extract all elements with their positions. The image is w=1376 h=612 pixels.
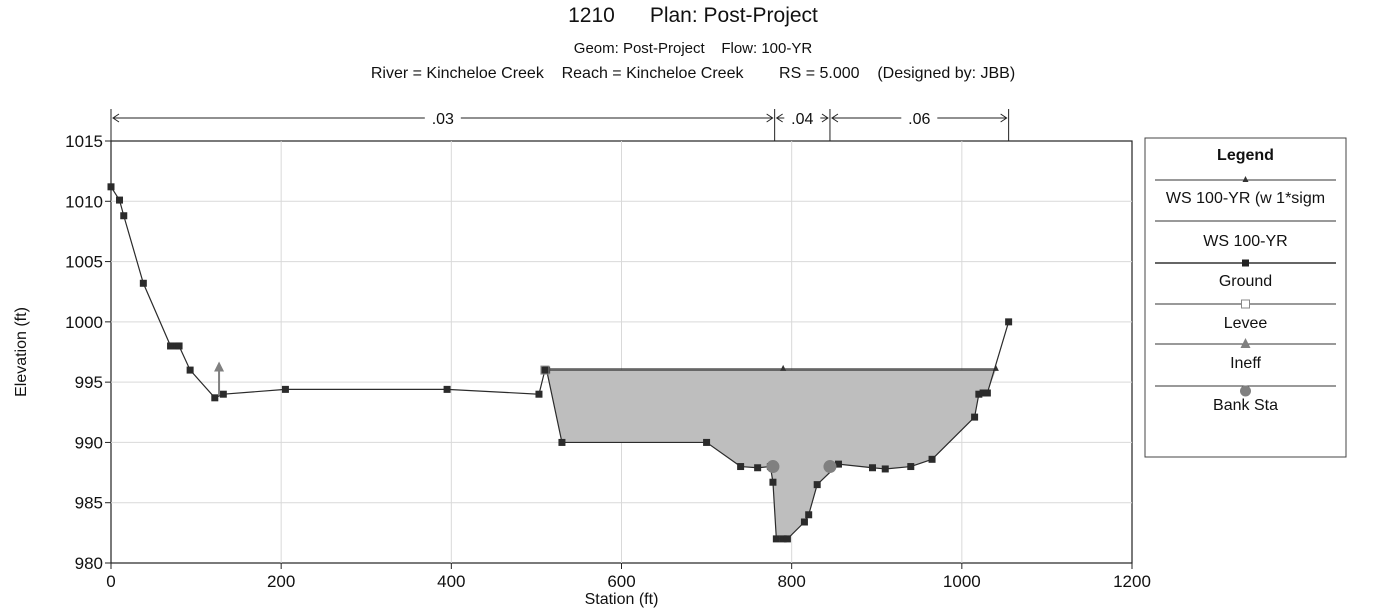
ground-point [868,464,876,472]
levee-marker [540,365,550,375]
ground-point [834,460,842,468]
ground-point [139,279,147,287]
manning-arrowhead [1000,113,1008,123]
bank-sta-marker [766,460,780,474]
x-tick-label: 400 [437,572,465,591]
ws-triangle-marker [780,364,787,371]
y-tick-label: 980 [75,554,103,573]
y-tick-label: 990 [75,433,103,452]
legend-ground-marker [1242,259,1249,267]
ground-point [800,518,808,526]
legend-label: WS 100-YR [1203,233,1287,250]
legend-label: Ground [1219,273,1272,290]
ground-point [769,478,777,486]
manning-n-label: .04 [791,111,813,128]
y-axis-label: Elevation (ft) [13,307,30,397]
ground-point [443,385,451,393]
y-tick-label: 985 [75,494,103,513]
ground-point [219,390,227,398]
ground-point [754,464,762,472]
manning-arrowhead [766,113,774,123]
ground-point [779,535,787,543]
ground-point [813,481,821,489]
legend-box [1144,137,1347,458]
ground-point [535,390,543,398]
ineff-marker [214,361,225,372]
legend-label: Ineff [1230,355,1261,372]
x-tick-label: 1200 [1113,572,1151,591]
legend-ws-sigma-marker [1242,176,1249,182]
legend-label: Bank Sta [1213,397,1278,414]
y-tick-label: 1015 [65,132,103,151]
y-tick-label: 1000 [65,313,103,332]
ground-point [558,438,566,446]
x-tick-label: 800 [777,572,805,591]
bank-sta-marker [823,460,837,474]
chart-subtitle-river: River = Kincheloe Creek Reach = Kinchelo… [370,65,1016,82]
ground-point [703,438,711,446]
ground-point [281,385,289,393]
y-tick-label: 1005 [65,253,103,272]
ground-point [211,394,219,402]
x-tick-label: 600 [607,572,635,591]
x-tick-label: 200 [267,572,295,591]
ground-point [186,366,194,374]
x-axis-label: Station (ft) [585,591,659,608]
water-area [544,370,996,539]
ground-point [983,389,991,397]
ground-point [979,389,987,397]
ground-point [907,463,915,471]
ground-point [881,465,889,473]
ground-point [116,196,124,204]
y-tick-label: 1010 [65,192,103,211]
ground-point [107,183,115,191]
ground-point [175,342,183,350]
manning-n-label: .06 [908,111,930,128]
legend-title: Legend [1217,147,1274,164]
legend-bank-marker [1240,385,1251,397]
ground-point [543,366,551,374]
ground-point [1005,318,1013,326]
legend-label: Levee [1224,315,1268,332]
chart-title: 1210 Plan: Post-Project [568,4,818,27]
legend-label: WS 100-YR (w 1*sigm [1166,190,1325,207]
ground-point [772,535,780,543]
x-tick-label: 0 [106,572,115,591]
y-tick-label: 995 [75,373,103,392]
manning-arrowhead [821,113,829,123]
x-tick-label: 1000 [943,572,981,591]
ground-point [805,511,813,519]
manning-arrowhead [775,113,783,123]
manning-n-label: .03 [432,111,454,128]
ground-point [737,463,745,471]
ground-point [120,212,128,220]
ground-point [167,342,175,350]
manning-arrowhead [831,113,839,123]
chart-subtitle-geom: Geom: Post-Project Flow: 100-YR [573,40,813,57]
ground-point [928,455,936,463]
ground-point [975,390,983,398]
manning-arrowhead [112,113,120,123]
ground-point [783,535,791,543]
ground-point [971,413,979,421]
legend-ineff-marker [1240,338,1251,348]
legend-levee-marker [1241,299,1250,309]
